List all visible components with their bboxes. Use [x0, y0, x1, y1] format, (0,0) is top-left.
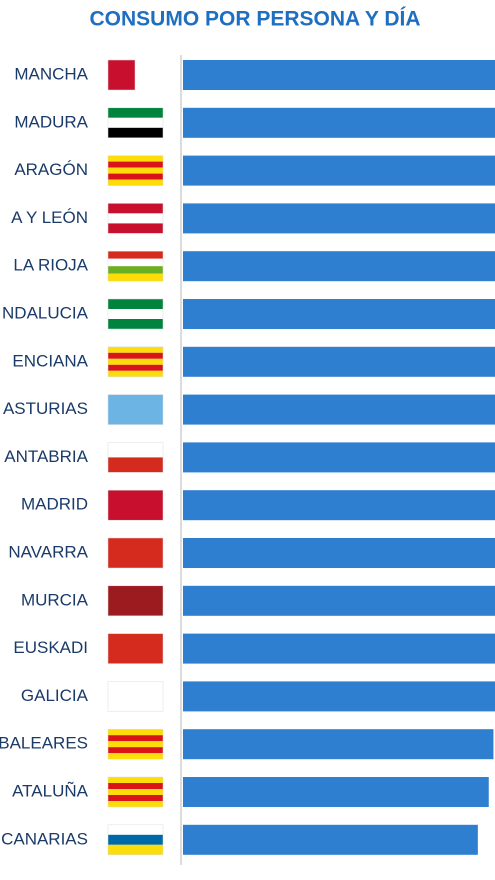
flag-border: [107, 250, 164, 282]
bar: [183, 729, 494, 760]
bar: [183, 346, 495, 377]
flag-border: [107, 394, 164, 425]
bar: [183, 251, 495, 282]
category-label: EUSKADI: [13, 638, 88, 657]
bar: [183, 442, 495, 473]
flag-stripe: [108, 299, 163, 309]
flag-stripe: [108, 538, 163, 568]
flag-stripe: [108, 203, 163, 214]
flag-stripe: [108, 824, 163, 835]
flag-stripe: [108, 258, 163, 267]
flag-stripe: [108, 442, 163, 458]
flag-stripe: [108, 681, 163, 712]
flag-border: [107, 107, 164, 139]
flag-stripe: [108, 747, 163, 754]
flag-stripe: [108, 729, 163, 736]
flag-stripe: [108, 834, 163, 845]
flag-stripe: [108, 457, 163, 473]
flag-border: [107, 776, 164, 808]
flag-stripe: [108, 223, 163, 234]
category-label: MANCHA: [14, 64, 88, 83]
flag-stripe: [108, 167, 163, 174]
flag-stripe: [108, 844, 163, 855]
bar: [183, 681, 495, 712]
category-label: ENCIANA: [12, 351, 88, 370]
flag-stripe: [108, 358, 163, 365]
flag-stripe: [108, 777, 163, 783]
flag-border: [107, 585, 164, 617]
flag-border: [107, 346, 164, 378]
flag-border: [107, 824, 164, 856]
chart-title: CONSUMO POR PERSONA Y DÍA: [90, 8, 421, 31]
bar: [183, 394, 495, 425]
flag-stripe: [108, 309, 163, 319]
flag-stripe: [108, 179, 163, 186]
flag-border: [107, 155, 164, 186]
flag-border: [107, 681, 164, 712]
flag-stripe: [108, 161, 163, 168]
bar: [183, 107, 495, 138]
bar: [183, 538, 495, 568]
flag-border: [107, 442, 164, 473]
flag-stripe: [108, 783, 163, 789]
flag-stripe: [108, 173, 163, 180]
category-label: MADRID: [21, 495, 88, 514]
flag-stripe: [108, 155, 163, 162]
category-label: ANTABRIA: [4, 447, 88, 466]
flag-stripe: [108, 251, 163, 259]
bar: [183, 777, 489, 807]
flag-border: [107, 59, 136, 91]
bar: [183, 585, 495, 616]
category-label: BALEARES: [0, 734, 88, 753]
category-label: ARAGÓN: [14, 160, 88, 179]
bar: [183, 299, 495, 329]
flag-stripe: [108, 370, 163, 377]
bar: [183, 824, 478, 855]
flag-stripe: [108, 117, 163, 128]
category-label: NAVARRA: [8, 542, 88, 561]
flag-stripe: [108, 127, 163, 138]
category-label: LA RIOJA: [13, 256, 88, 275]
flag-stripe: [108, 735, 163, 742]
flag-stripe: [108, 753, 163, 760]
category-label: CANARIAS: [1, 829, 88, 848]
flag-stripe: [108, 273, 163, 282]
flag-stripe: [108, 60, 135, 90]
bar: [183, 60, 495, 90]
flag-stripe: [108, 364, 163, 371]
flag-border: [107, 728, 164, 760]
flag-stripe: [108, 352, 163, 359]
flag-border: [107, 298, 164, 330]
category-label: MURCIA: [21, 590, 89, 609]
bar: [183, 633, 495, 664]
flag-stripe: [108, 741, 163, 748]
bar: [183, 490, 495, 521]
category-label: ATALUÑA: [12, 781, 89, 800]
flag-stripe: [108, 801, 163, 807]
category-label: MADURA: [14, 112, 88, 131]
flag-border: [107, 203, 164, 234]
category-label: NDALUCIA: [2, 303, 89, 322]
bar: [183, 155, 495, 186]
flag-border: [107, 537, 164, 569]
flag-stripe: [108, 633, 163, 664]
category-label: GALICIA: [21, 686, 89, 705]
flag-stripe: [108, 107, 163, 118]
category-label: ASTURIAS: [3, 399, 88, 418]
flag-border: [107, 489, 164, 521]
bar: [183, 203, 495, 234]
flag-stripe: [108, 346, 163, 353]
flag-border: [107, 633, 164, 664]
flag-stripe: [108, 585, 163, 616]
flag-stripe: [108, 266, 163, 274]
flag-stripe: [108, 789, 163, 795]
flag-stripe: [108, 795, 163, 801]
flag-stripe: [108, 213, 163, 224]
flag-stripe: [108, 319, 163, 329]
flag-stripe: [108, 490, 163, 521]
category-label: A Y LEÓN: [11, 208, 88, 227]
flag-stripe: [108, 394, 163, 425]
